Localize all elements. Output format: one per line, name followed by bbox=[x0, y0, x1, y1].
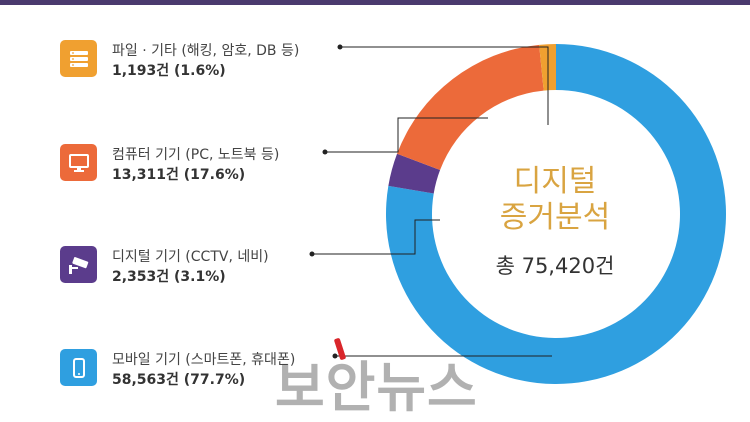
legend-value: 2,353건 (3.1%) bbox=[112, 269, 226, 285]
cctv-icon bbox=[60, 246, 97, 283]
leader-line-3 bbox=[309, 219, 440, 257]
leader-line-2 bbox=[322, 117, 488, 155]
legend-label: 컴퓨터 기기 (PC, 노트북 등) bbox=[112, 147, 280, 163]
donut-slice-3 bbox=[388, 153, 441, 194]
server-icon bbox=[60, 40, 97, 77]
legend-value: 13,311건 (17.6%) bbox=[112, 167, 246, 183]
legend-label: 파일 · 기타 (해킹, 암호, DB 등) bbox=[112, 43, 300, 59]
chart-title-line1: 디지털 bbox=[513, 164, 597, 199]
legend-item-digital-devices: 디지털 기기 (CCTV, 네비) 2,353건 (3.1%) bbox=[60, 246, 360, 306]
watermark: 보안뉴스 bbox=[275, 356, 478, 419]
monitor-icon bbox=[60, 144, 97, 181]
leader-line-1 bbox=[337, 44, 549, 125]
chart-title-line2: 증거분석 bbox=[499, 200, 611, 235]
legend-item-mobile: 모바일 기기 (스마트폰, 휴대폰) 58,563건 (77.7%) bbox=[60, 349, 360, 409]
legend-item-computers: 컴퓨터 기기 (PC, 노트북 등) 13,311건 (17.6%) bbox=[60, 144, 360, 204]
legend-item-files: 파일 · 기타 (해킹, 암호, DB 등) 1,193건 (1.6%) bbox=[60, 40, 360, 100]
leader-line-4 bbox=[332, 353, 552, 359]
header-bar bbox=[0, 0, 750, 5]
legend-label: 디지털 기기 (CCTV, 네비) bbox=[112, 249, 269, 265]
legend-value: 58,563건 (77.7%) bbox=[112, 372, 246, 388]
legend-label: 모바일 기기 (스마트폰, 휴대폰) bbox=[112, 352, 296, 368]
smartphone-icon bbox=[60, 349, 97, 386]
donut-slice-2 bbox=[397, 44, 544, 171]
legend-value: 1,193건 (1.6%) bbox=[112, 63, 226, 79]
chart-total: 총 75,420건 bbox=[495, 254, 615, 278]
